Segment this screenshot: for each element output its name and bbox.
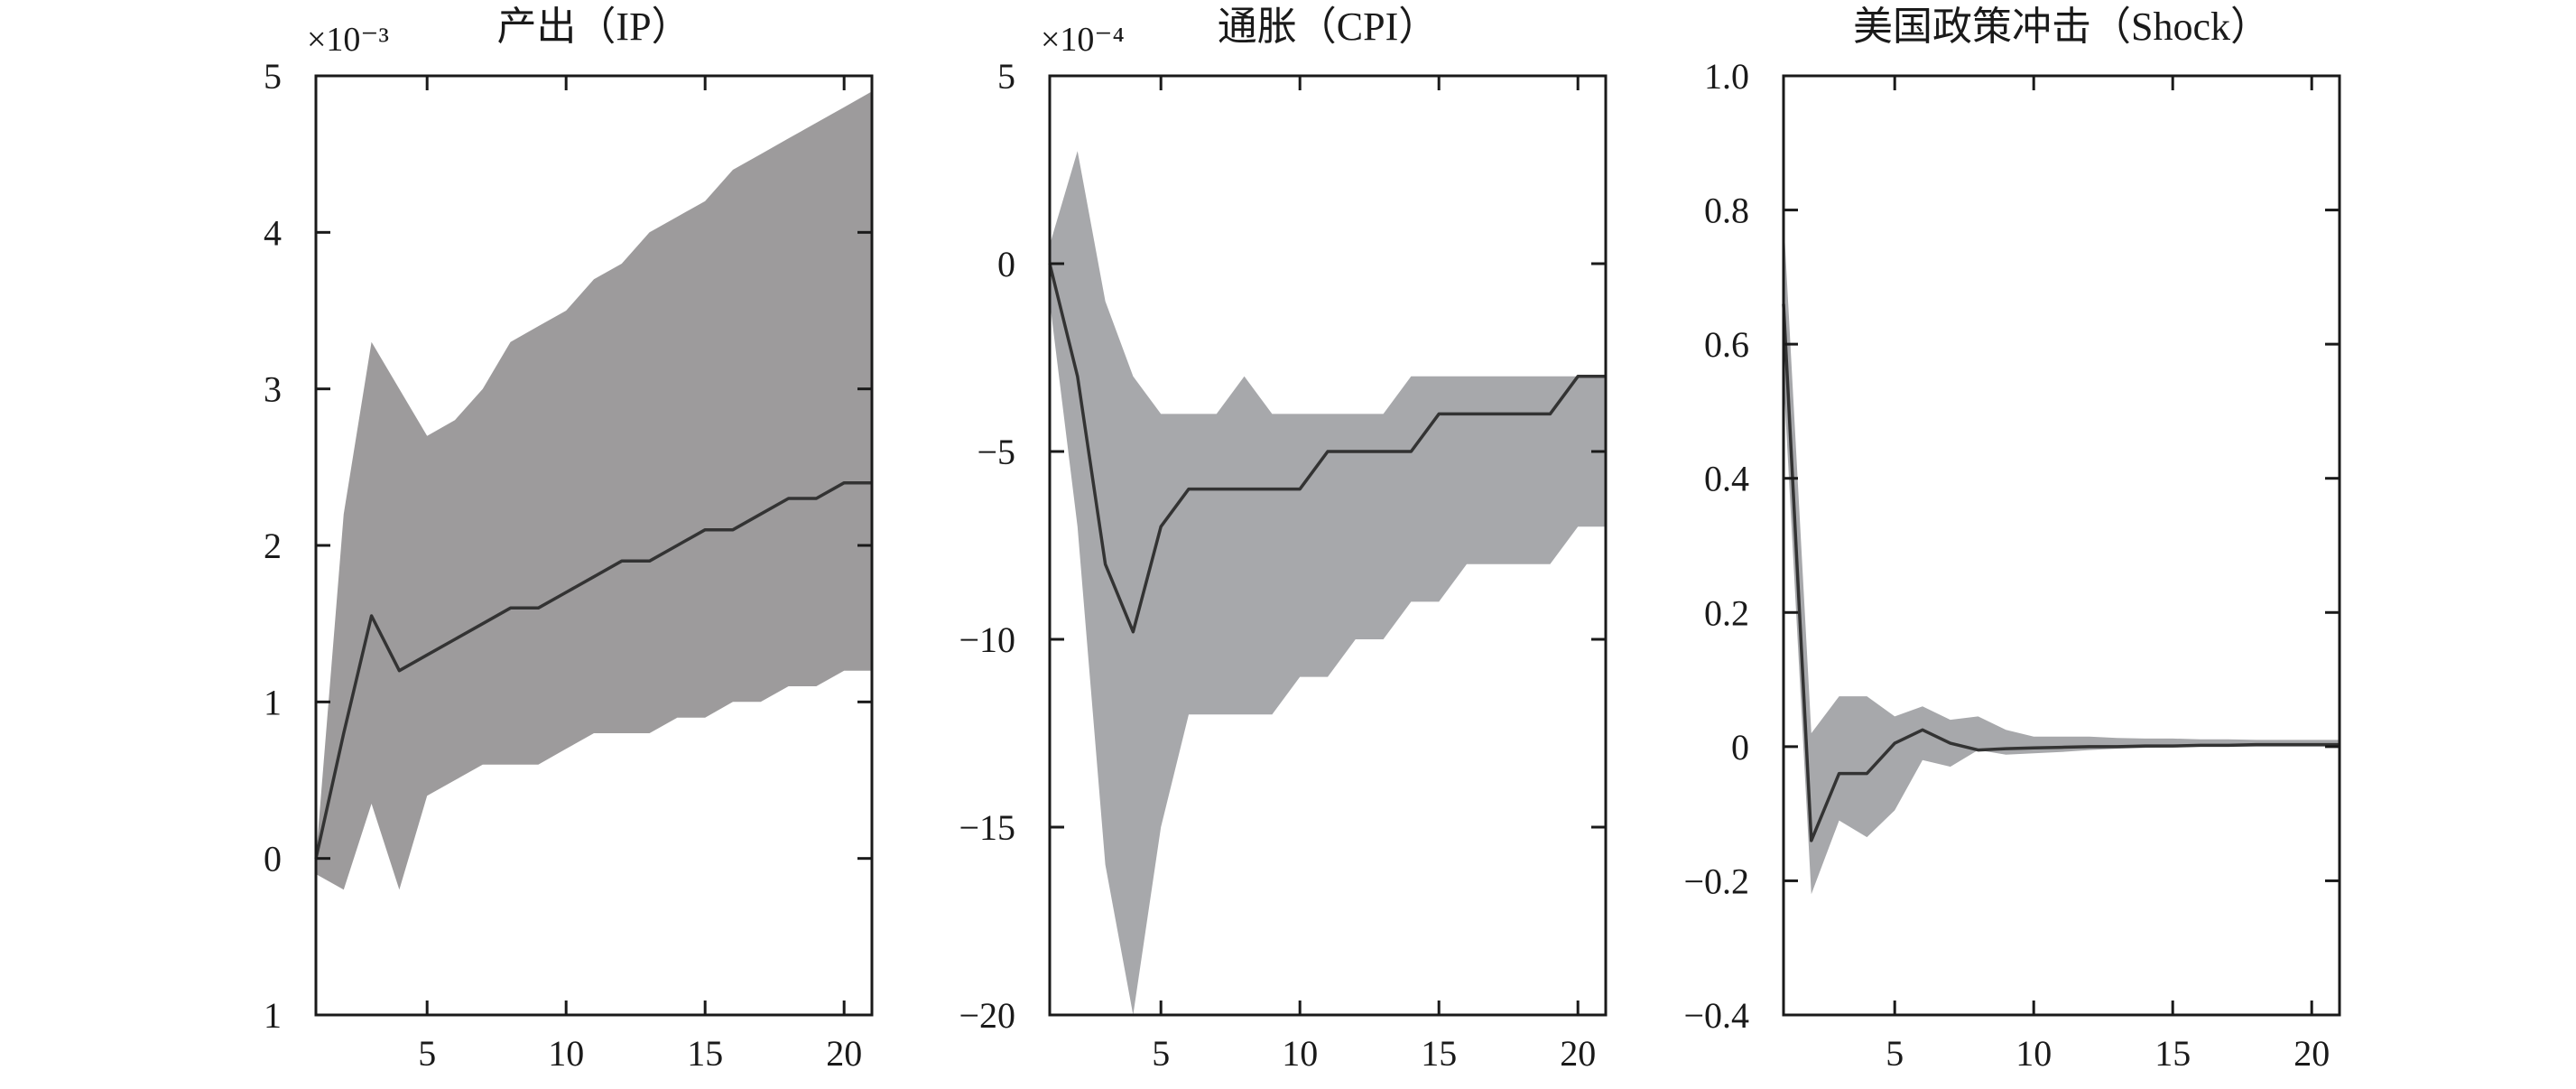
x-tick-label: 10 bbox=[548, 1033, 584, 1074]
y-tick-label: −10 bbox=[959, 619, 1015, 660]
y-tick-label: 0 bbox=[264, 839, 282, 880]
x-tick-label: 5 bbox=[1152, 1033, 1170, 1074]
y-tick-label: 5 bbox=[264, 56, 282, 97]
x-tick-label: 15 bbox=[1421, 1033, 1457, 1074]
panel-title: 美国政策冲击（Shock） bbox=[1853, 5, 2270, 49]
y-tick-label: 4 bbox=[264, 212, 282, 253]
panel-title: 产出（IP） bbox=[496, 5, 690, 49]
y-tick-label: 0 bbox=[1731, 727, 1749, 768]
confidence-band bbox=[1784, 217, 2340, 895]
y-tick-label: 0.2 bbox=[1704, 592, 1749, 633]
y-tick-label: −0.2 bbox=[1683, 861, 1749, 901]
plot-frame bbox=[1048, 74, 1608, 1017]
x-tick-label: 15 bbox=[687, 1033, 723, 1074]
y-tick-label: 1 bbox=[264, 995, 282, 1036]
x-tick-label: 20 bbox=[1560, 1033, 1596, 1074]
x-tick-label: 15 bbox=[2154, 1033, 2191, 1074]
x-tick-label: 10 bbox=[1282, 1033, 1318, 1074]
y-tick-label: 2 bbox=[264, 526, 282, 566]
y-multiplier-label: ×10⁻³ bbox=[307, 21, 389, 59]
y-tick-label: 0.6 bbox=[1704, 324, 1749, 365]
panel-title: 通胀（CPI） bbox=[1218, 5, 1438, 49]
y-tick-label: 1.0 bbox=[1704, 56, 1749, 97]
y-tick-label: −5 bbox=[977, 432, 1015, 472]
panel-2: 5 10 15 20 −20 −15 −10 −5 0 5 通胀（CPI） ×10⁻⁴ bbox=[959, 5, 1608, 1074]
y-multiplier-label: ×10⁻⁴ bbox=[1041, 21, 1125, 59]
x-tick-label: 5 bbox=[418, 1033, 436, 1074]
plot-frame bbox=[1782, 74, 2341, 1017]
x-tick-label: 10 bbox=[2015, 1033, 2052, 1074]
y-tick-label: 0.4 bbox=[1704, 459, 1749, 499]
y-tick-label: −20 bbox=[959, 995, 1015, 1036]
y-tick-label: 0.8 bbox=[1704, 191, 1749, 231]
x-tick-label: 20 bbox=[826, 1033, 862, 1074]
x-tick-label: 20 bbox=[2293, 1033, 2330, 1074]
y-tick-label: 5 bbox=[997, 56, 1015, 97]
confidence-band bbox=[1050, 151, 1606, 1015]
x-tick-label: 5 bbox=[1886, 1033, 1904, 1074]
panel-3: 5 10 15 20 −0.4 −0.2 0 0.2 0.4 0.6 0.8 1.0 美国政策冲击（Sh… bbox=[1683, 5, 2341, 1074]
y-tick-label: 3 bbox=[264, 369, 282, 410]
response-line bbox=[1048, 263, 1606, 634]
y-tick-label: −15 bbox=[959, 807, 1015, 848]
y-tick-label: 1 bbox=[264, 682, 282, 722]
y-tick-label: −0.4 bbox=[1683, 995, 1749, 1036]
y-tick-label: 0 bbox=[997, 244, 1015, 284]
response-line bbox=[314, 480, 872, 860]
response-line bbox=[1782, 303, 2340, 842]
confidence-band bbox=[316, 91, 872, 890]
